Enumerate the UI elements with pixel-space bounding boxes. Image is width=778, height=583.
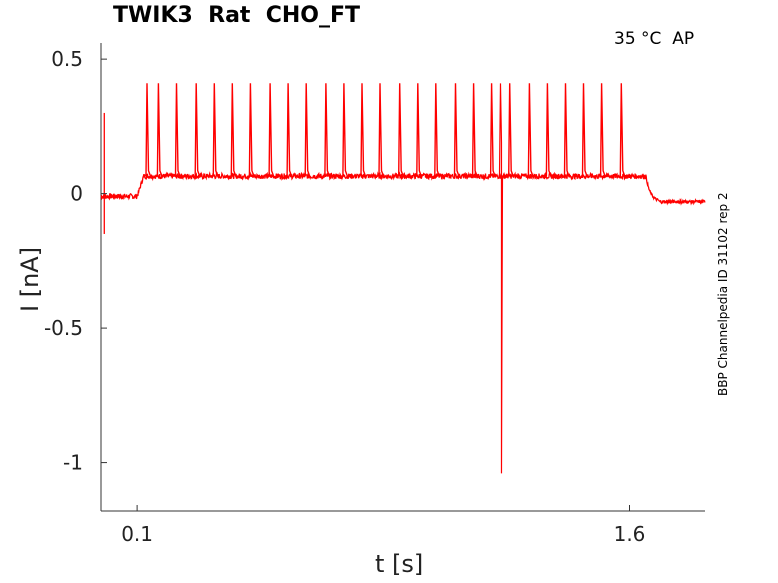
spike — [156, 83, 164, 178]
x-tick-label: 1.6 — [614, 522, 646, 546]
y-tick-label: 0.5 — [51, 47, 83, 71]
spike — [378, 83, 385, 178]
spike — [230, 83, 237, 178]
trace-baseline — [100, 171, 706, 206]
spike — [342, 83, 349, 178]
spike — [324, 83, 331, 178]
spike — [434, 83, 441, 178]
spike — [471, 83, 479, 178]
x-axis-label: t [s] — [375, 550, 424, 578]
spike — [581, 83, 589, 178]
spike — [489, 83, 497, 178]
spike — [360, 83, 367, 178]
axes — [100, 43, 705, 512]
spike — [527, 83, 535, 178]
trace-layer — [100, 83, 706, 474]
spike — [563, 83, 571, 178]
spike — [508, 83, 515, 178]
spike — [268, 83, 275, 178]
condition-label: 35 °C AP — [614, 29, 695, 49]
spike — [304, 83, 311, 178]
y-tick-label: 0 — [70, 182, 83, 206]
spike — [599, 83, 607, 178]
spike — [453, 83, 461, 178]
spike — [145, 83, 152, 178]
y-tick-label: -1 — [63, 451, 83, 475]
spike — [212, 83, 219, 178]
spike — [286, 83, 293, 178]
tick-layer: 0.5 0 -0.5 -1 0.1 1.6 — [44, 47, 645, 546]
artifact-spike — [498, 83, 504, 474]
spike — [194, 83, 201, 178]
spike — [416, 83, 423, 178]
spike — [619, 83, 626, 178]
chart-title: TWIK3 Rat CHO_FT — [113, 3, 361, 28]
spike — [545, 83, 553, 178]
spike — [398, 83, 405, 178]
spike — [248, 83, 256, 178]
y-tick-label: -0.5 — [44, 316, 83, 340]
x-tick-label: 0.1 — [121, 522, 153, 546]
spike — [174, 83, 182, 178]
